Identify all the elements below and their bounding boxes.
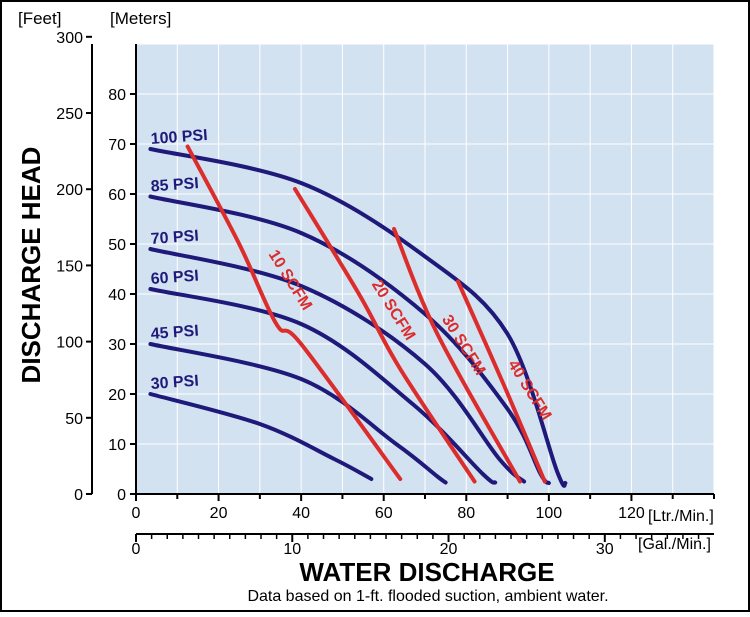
meter-tick-label: 80 [108, 87, 126, 104]
scfm-lines [185, 144, 547, 484]
footnote: Data based on 1-ft. flooded suction, amb… [247, 588, 608, 605]
feet-tick-label: 200 [56, 182, 83, 199]
feet-tick-label: 50 [65, 411, 83, 428]
grid-lines [136, 43, 715, 494]
meter-tick-label: 60 [108, 187, 126, 204]
feet-tick-label: 100 [56, 335, 83, 352]
scfm-line-30-scfm [392, 227, 522, 484]
psi-curve-30-psi [148, 392, 374, 481]
gal-tick-label: 10 [283, 541, 301, 558]
feet-tick-label: 250 [56, 106, 83, 123]
psi-curve-100-psi [148, 147, 568, 488]
ltr-tick-label: 0 [132, 505, 141, 522]
ltr-tick-label: 20 [210, 505, 228, 522]
meter-tick-label: 50 [108, 237, 126, 254]
scfm-line-10-scfm [185, 144, 403, 481]
meter-tick-label: 30 [108, 337, 126, 354]
psi-curve-45-psi [148, 342, 448, 485]
psi-label-85-psi: 85 PSI [150, 175, 199, 195]
meter-tick-label: 40 [108, 287, 126, 304]
y-unit-meters: [Meters] [110, 9, 171, 28]
scfm-line-20-scfm [292, 187, 477, 484]
scfm-line-40-scfm [456, 279, 547, 484]
meter-tick-label: 20 [108, 387, 126, 404]
meter-tick-label: 0 [117, 487, 126, 504]
y-unit-feet: [Feet] [18, 9, 61, 28]
ltr-tick-label: 60 [375, 505, 393, 522]
psi-label-60-psi: 60 PSI [150, 268, 199, 288]
psi-label-100-psi: 100 PSI [150, 127, 208, 148]
ltr-tick-label: 40 [292, 505, 310, 522]
ltr-tick-label: 80 [457, 505, 475, 522]
x-unit-ltr: [Ltr./Min.] [648, 508, 714, 525]
ltr-tick-label: 120 [618, 505, 645, 522]
meter-tick-label: 10 [108, 437, 126, 454]
x-axis-title: WATER DISCHARGE [299, 557, 554, 587]
feet-tick-label: 150 [56, 258, 83, 275]
psi-curve-60-psi [148, 287, 498, 485]
y-axis-title: DISCHARGE HEAD [16, 147, 46, 384]
psi-label-70-psi: 70 PSI [150, 228, 199, 248]
psi-curve-70-psi [148, 247, 527, 484]
x-unit-gal: [Gal./Min.] [638, 536, 711, 553]
ltr-tick-label: 100 [536, 505, 563, 522]
psi-label-30-psi: 30 PSI [150, 373, 199, 393]
gal-tick-label: 0 [132, 541, 141, 558]
gal-tick-label: 20 [440, 541, 458, 558]
psi-label-45-psi: 45 PSI [150, 323, 199, 343]
meter-tick-label: 70 [108, 137, 126, 154]
feet-tick-label: 0 [74, 487, 83, 504]
feet-tick-label: 300 [56, 30, 83, 47]
gal-tick-label: 30 [596, 541, 614, 558]
